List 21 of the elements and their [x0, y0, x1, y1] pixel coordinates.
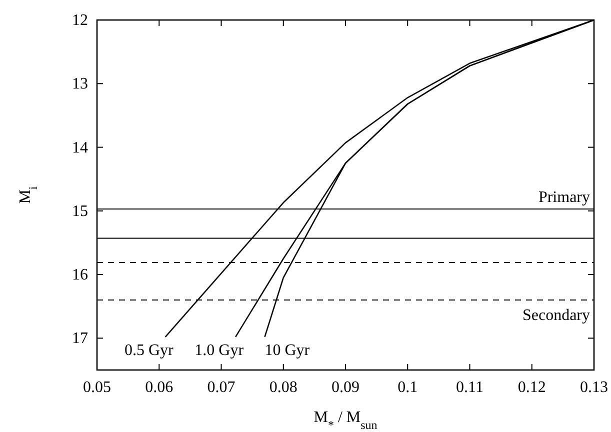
ref-line-label: Secondary: [522, 307, 590, 324]
y-tick-label: 13: [72, 76, 88, 93]
series-label: 1.0 Gyr: [194, 342, 244, 359]
ref-line-label: Primary: [538, 189, 590, 206]
x-tick-label: 0.08: [269, 379, 298, 396]
x-tick-label: 0.06: [145, 379, 174, 396]
series-label: 0.5 Gyr: [124, 342, 174, 359]
x-tick-label: 0.07: [207, 379, 236, 396]
y-tick-label: 16: [72, 266, 88, 284]
x-axis-title: M$_{*}$ / M$_{sun}$: [314, 409, 378, 432]
y-tick-label: 17: [72, 330, 88, 348]
x-tick-label: 0.09: [332, 379, 360, 396]
y-tick-label: 15: [72, 202, 88, 220]
x-tick-label: 0.1: [398, 379, 418, 396]
x-tick-label: 0.05: [83, 379, 111, 396]
x-tick-label: 0.12: [518, 379, 546, 396]
x-tick-label: 0.13: [580, 379, 608, 396]
y-tick-label: 12: [72, 12, 88, 29]
series-label: 10 Gyr: [264, 342, 310, 359]
y-tick-label: 14: [72, 139, 88, 156]
x-tick-label: 0.11: [456, 379, 484, 396]
